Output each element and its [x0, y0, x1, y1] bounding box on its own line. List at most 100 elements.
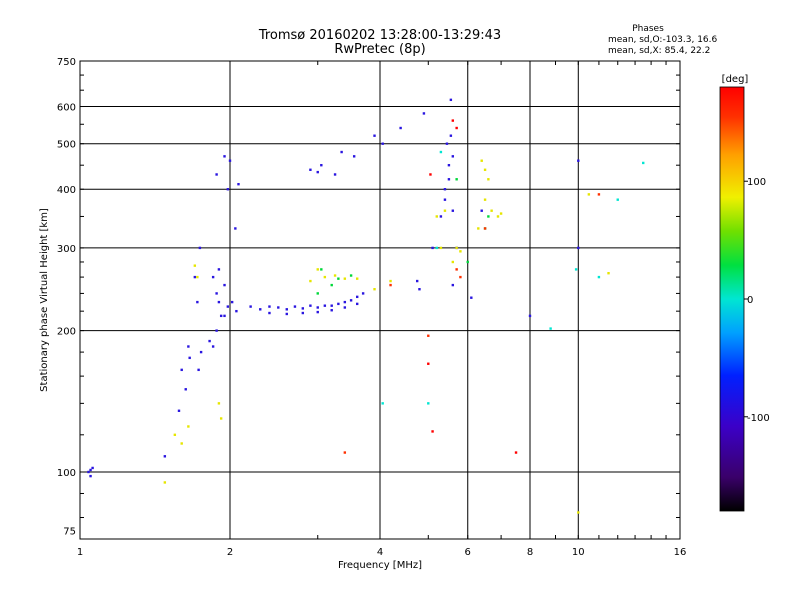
data-point: [447, 163, 451, 167]
data-point: [301, 307, 305, 310]
data-point: [455, 268, 458, 271]
x-tick-label: 4: [377, 547, 383, 558]
data-point: [459, 275, 462, 279]
data-point: [447, 178, 451, 181]
data-point: [208, 339, 211, 343]
data-point: [435, 246, 438, 250]
x-tick-label: 6: [465, 547, 471, 558]
x-tick-label: 1: [77, 547, 83, 558]
data-point: [316, 268, 319, 271]
data-point: [597, 193, 601, 196]
data-point: [249, 305, 252, 308]
data-point: [237, 182, 240, 186]
data-point: [455, 178, 458, 181]
data-point: [259, 308, 262, 311]
data-point: [316, 306, 319, 309]
data-point: [211, 275, 215, 279]
data-point: [285, 312, 288, 316]
data-point: [459, 250, 462, 253]
data-point: [483, 168, 487, 171]
data-point: [215, 329, 218, 332]
colorbar-ticks: 100 0 -100: [744, 177, 770, 424]
data-point: [217, 300, 221, 304]
y-tick-label: 600: [57, 103, 76, 114]
data-points: [87, 98, 645, 514]
data-point: [196, 275, 199, 279]
data-point: [499, 212, 503, 215]
data-point: [235, 309, 238, 313]
y-axis-label: Stationary phase Virtual Height [km]: [39, 208, 50, 392]
data-point: [163, 455, 167, 458]
x-tick-label: 8: [527, 547, 533, 558]
data-point: [443, 188, 447, 191]
data-point: [431, 246, 434, 250]
data-point: [219, 417, 223, 420]
data-point: [443, 209, 447, 212]
data-point: [301, 311, 305, 315]
data-point: [180, 368, 183, 372]
data-point: [435, 215, 438, 218]
data-point: [349, 274, 353, 277]
data-point: [197, 368, 200, 372]
data-point: [330, 283, 333, 287]
data-point: [343, 277, 347, 280]
data-point: [234, 227, 237, 230]
data-point: [343, 451, 347, 454]
data-point: [483, 227, 487, 230]
data-point: [293, 305, 297, 308]
data-point: [285, 308, 288, 311]
data-point: [429, 173, 432, 176]
data-point: [223, 314, 226, 318]
data-point: [337, 302, 340, 306]
data-point: [355, 295, 359, 299]
data-point: [309, 304, 312, 307]
data-point: [226, 188, 230, 191]
data-point: [226, 305, 230, 308]
data-point: [443, 198, 447, 201]
data-point: [439, 150, 443, 154]
data-point: [330, 309, 333, 312]
data-point: [87, 470, 90, 474]
data-point: [230, 300, 234, 304]
data-point: [187, 425, 190, 428]
data-point: [549, 327, 552, 330]
data-point: [449, 98, 453, 102]
data-point: [211, 345, 215, 348]
axis-ticks: 1 2 4 6 8 10 16 75 100 200 300 400 500 600 750: [57, 57, 686, 558]
data-point: [89, 474, 92, 478]
colorbar-tick-label: -100: [747, 413, 770, 424]
phases-o-line: mean, sd,O:-103.3, 16.6: [608, 35, 718, 45]
data-point: [574, 268, 578, 271]
data-point: [323, 275, 327, 279]
y-tick-label: 75: [63, 527, 76, 538]
data-point: [333, 274, 337, 277]
data-point: [427, 402, 430, 405]
data-point: [163, 481, 167, 484]
data-point: [184, 388, 187, 391]
data-point: [389, 283, 392, 287]
y-tick-label: 400: [57, 185, 76, 196]
data-point: [451, 119, 455, 122]
y-tick-label: 300: [57, 244, 76, 255]
data-point: [330, 304, 333, 307]
data-point: [316, 310, 319, 314]
y-tick-label: 100: [57, 468, 76, 479]
data-point: [451, 209, 455, 212]
x-tick-label: 2: [227, 547, 233, 558]
data-point: [320, 268, 323, 271]
data-point: [173, 433, 177, 437]
data-point: [483, 198, 487, 201]
data-point: [187, 345, 190, 348]
data-point: [389, 279, 392, 283]
data-point: [449, 134, 453, 137]
data-point: [577, 246, 580, 250]
data-point: [381, 142, 384, 145]
data-point: [320, 163, 323, 167]
data-point: [193, 264, 197, 267]
data-point: [577, 159, 580, 162]
phases-header: Phases: [632, 24, 664, 34]
data-point: [180, 442, 183, 445]
data-point: [193, 275, 197, 279]
data-point: [355, 277, 359, 280]
